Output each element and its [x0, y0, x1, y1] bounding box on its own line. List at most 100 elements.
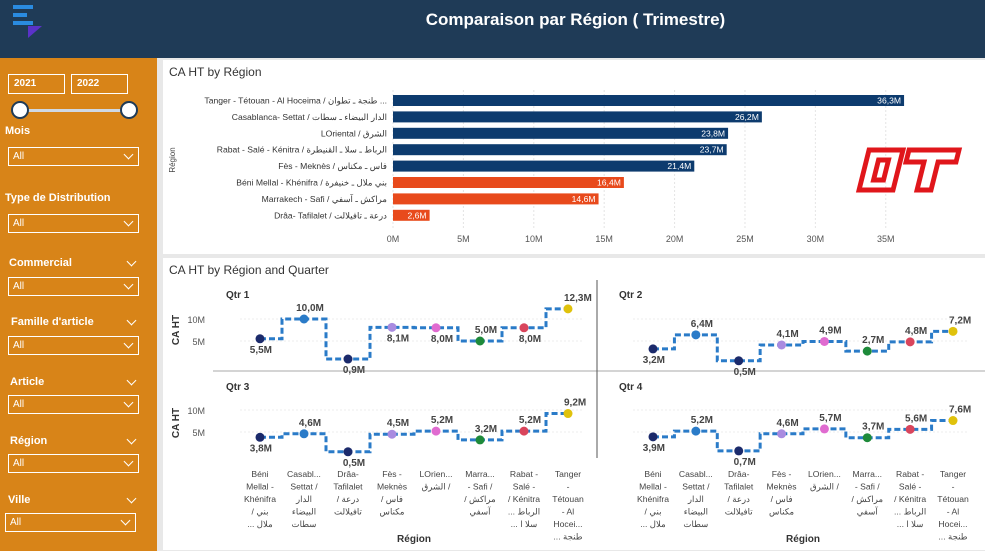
dropdown-value: All [13, 218, 25, 229]
data-point [475, 435, 485, 445]
dropdown-mois[interactable]: All [8, 147, 139, 166]
data-value-label: 5,6M [905, 413, 927, 424]
filter-label-commercial: Commercial [9, 257, 72, 269]
chevron-down-icon [120, 515, 131, 526]
dropdown-value: All [13, 458, 25, 469]
data-value-label: 4,8M [905, 326, 927, 337]
dropdown-commercial[interactable]: All [8, 277, 139, 296]
dropdown-value: All [10, 517, 22, 528]
x-tick-label: 15M [595, 234, 613, 244]
data-point [343, 354, 353, 364]
year-from-input[interactable]: 2021 [8, 74, 65, 94]
year-slider-start-handle[interactable] [11, 101, 29, 119]
x-category-label: Béni Mellal -Khénifra / بني... ملال [637, 469, 669, 529]
x-category-label: LOrien... الشرق / [420, 469, 453, 493]
x-category-label: Marra... - Safi / / مراكش آسفي [852, 469, 884, 517]
data-value-label: 7,6M [949, 405, 971, 416]
data-value-label: 4,6M [776, 418, 798, 429]
chevron-down-icon [123, 456, 134, 467]
x-tick-label: 25M [736, 234, 754, 244]
data-point [948, 326, 958, 336]
step-line-series [653, 329, 953, 363]
data-point [777, 340, 787, 350]
logo-letter-t [902, 147, 963, 193]
x-category-label: Casabl... Settat / الدار البيضاء سطات [287, 469, 321, 529]
year-slider-end-handle[interactable] [120, 101, 138, 119]
dropdown-famille-article[interactable]: All [8, 336, 139, 355]
data-point [519, 323, 529, 333]
line-chart-title: CA HT by Région and Quarter [169, 263, 329, 277]
filter-label-region: Région [10, 435, 48, 447]
data-value-label: 6,4M [691, 319, 713, 330]
x-category-label: Casabl... Settat / الدار البيضاء سطات [679, 469, 713, 529]
top-bar: Comparaison par Région ( Trimestre) [0, 0, 985, 58]
dropdown-value: All [13, 281, 25, 292]
dropdown-type-distribution[interactable]: All [8, 214, 139, 233]
data-value-label: 5,0M [475, 325, 497, 336]
data-value-label: 4,1M [776, 329, 798, 340]
data-value-label: 3,7M [862, 422, 884, 433]
chevron-down-icon [123, 216, 134, 227]
data-point [563, 304, 573, 314]
y-axis-title: CA HT [171, 408, 182, 438]
dropdown-ville[interactable]: All [5, 513, 136, 532]
x-category-label: LOrien... الشرق / [808, 469, 841, 493]
collapse-chevron-icon[interactable] [126, 375, 137, 386]
bar-chart-svg: 0M 5M 10M 15M 20M 25M 30M 35M Région Tanger - Tét… [168, 90, 963, 244]
chevron-down-icon [123, 397, 134, 408]
collapse-chevron-icon[interactable] [126, 493, 137, 504]
bar [393, 111, 762, 123]
collapse-chevron-icon[interactable] [126, 315, 137, 326]
y-category-label: Casablanca- Settat / الدار البيضاء ـ سطا… [232, 112, 387, 123]
data-value-label: 12,3M [564, 293, 592, 304]
dropdown-region[interactable]: All [8, 454, 139, 473]
collapse-chevron-icon[interactable] [126, 256, 137, 267]
collapse-chevron-icon[interactable] [126, 434, 137, 445]
filter-label-type-distribution: Type de Distribution [5, 192, 111, 204]
y-tick-label: 5M [192, 337, 205, 347]
data-point [343, 447, 353, 457]
logo-letter-o [855, 147, 907, 193]
dropdown-article[interactable]: All [8, 395, 139, 414]
y-tick-label: 10M [187, 315, 205, 325]
data-point [948, 416, 958, 426]
filter-sidebar: 2021 2022 Mois All Type de Distribution … [0, 58, 157, 551]
bar-chart-panel[interactable]: CA HT by Région 0M 5M 10M 15M 20M 25M 30M 35M Ré… [163, 60, 985, 254]
data-value-label: 2,7M [862, 335, 884, 346]
data-value-label: 0,9M [343, 365, 365, 376]
data-point [648, 344, 658, 354]
bar [393, 127, 729, 139]
dropdown-value: All [13, 340, 25, 351]
data-value-label: 3,9M [643, 443, 665, 454]
data-value-label: 7,2M [949, 315, 971, 326]
data-value-label: 8,0M [519, 334, 541, 345]
line-chart-panel[interactable]: CA HT by Région and Quarter CA HT CA HT 10… [163, 258, 985, 550]
y-category-label: Fès - Meknès / فاس ـ مكناس [278, 161, 387, 172]
bar-value-label: 26,2M [735, 112, 759, 122]
data-point [905, 424, 915, 434]
data-value-label: 5,2M [691, 415, 713, 426]
x-category-label: Rabat -Salé -/ Kénitra... الرباط... سلا … [894, 469, 926, 529]
year-slider-track[interactable] [20, 109, 130, 112]
data-point [734, 446, 744, 456]
bar-chart-title: CA HT by Région [169, 65, 262, 79]
x-tick-label: 0M [387, 234, 400, 244]
bar [393, 144, 727, 156]
x-tick-label: 20M [666, 234, 684, 244]
data-value-label: 8,1M [387, 333, 409, 344]
x-category-label: Drâa-Tafilalet / درعة تافيلالت [724, 469, 754, 517]
year-to-input[interactable]: 2022 [71, 74, 128, 94]
hamburger-menu-icon[interactable] [12, 4, 46, 38]
filter-label-ville: Ville [8, 494, 31, 506]
x-category-label: Drâa-Tafilalet / درعة تافيلالت [333, 469, 363, 517]
brand-logo [855, 147, 963, 193]
bar-value-label: 2,6M [407, 210, 426, 220]
bar-value-label: 23,8M [701, 128, 725, 138]
x-category-label: Rabat -Salé -/ Kénitra... الرباط... سلا … [508, 469, 540, 529]
chevron-down-icon [123, 279, 134, 290]
data-value-label: 9,2M [564, 398, 586, 409]
data-point [563, 409, 573, 419]
data-point [431, 323, 441, 333]
bar-value-label: 36,3M [877, 96, 901, 106]
page-title: Comparaison par Région ( Trimestre) [425, 10, 726, 29]
